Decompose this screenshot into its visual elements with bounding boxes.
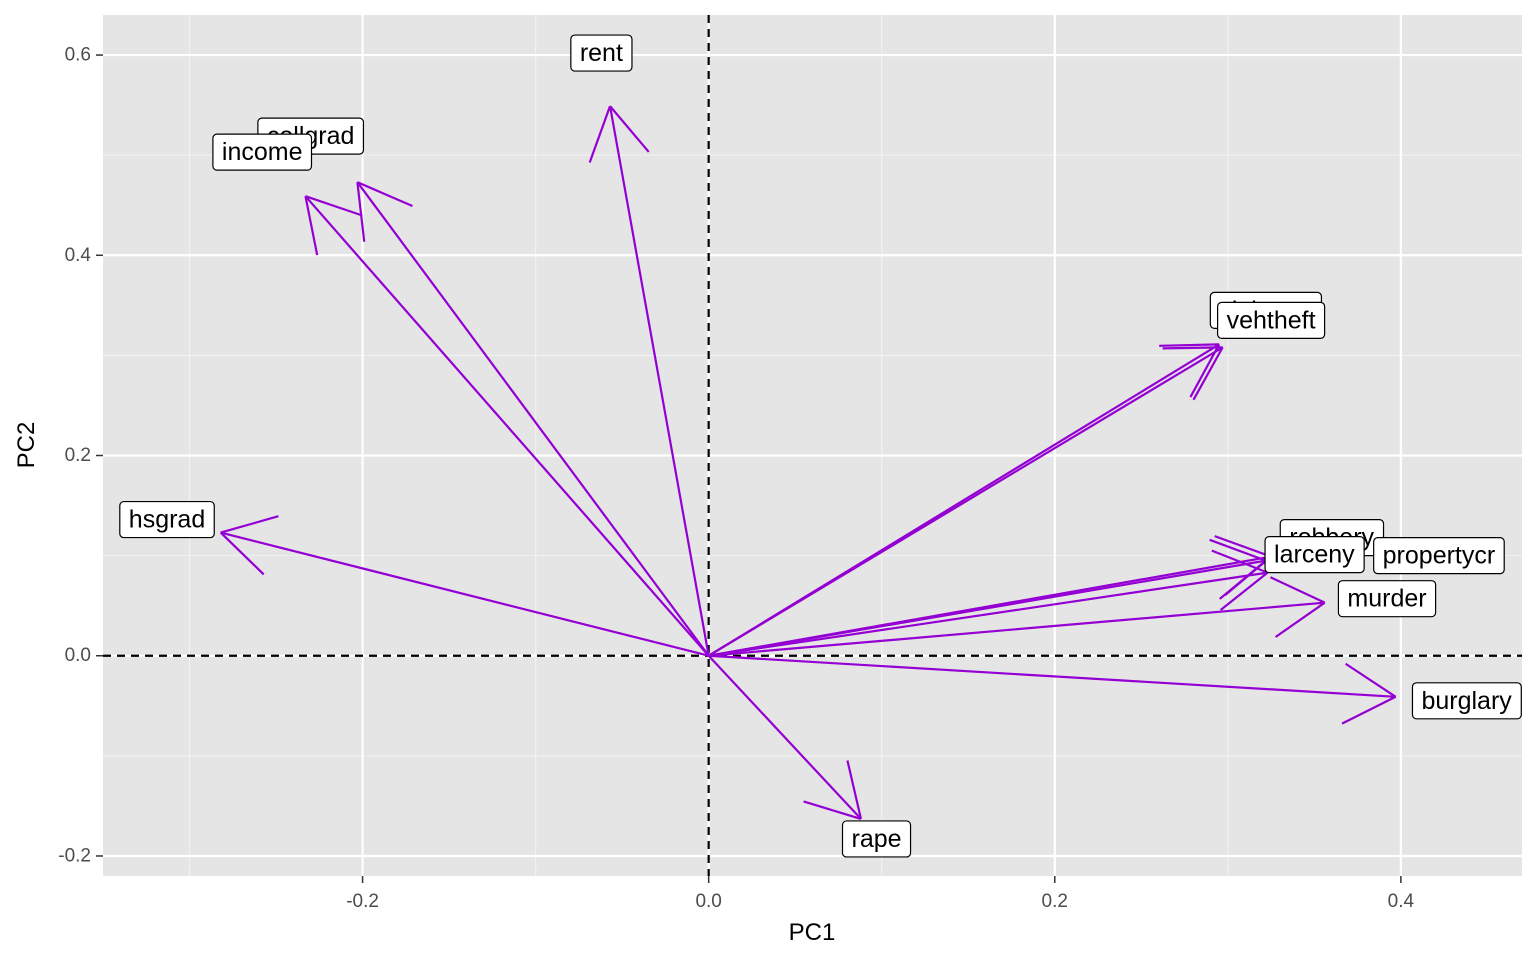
svg-text:larceny: larceny (1274, 541, 1355, 569)
label-burglary: burglary (1411, 682, 1522, 720)
x-tick-label: 0.2 (1042, 891, 1068, 912)
vector-hsgrad (219, 515, 709, 657)
loading-vectors (219, 105, 1397, 820)
y-tick-label: 0.6 (65, 45, 91, 66)
label-rent: rent (570, 34, 633, 72)
label-vehtheft: vehtheft (1217, 301, 1326, 339)
svg-text:rent: rent (580, 39, 623, 67)
svg-text:income: income (222, 138, 303, 166)
label-hsgrad: hsgrad (119, 500, 215, 539)
vector-murder (708, 576, 1326, 657)
vector-propertycr (708, 549, 1269, 657)
vector-collgrad (356, 181, 710, 657)
label-murder: murder (1337, 580, 1437, 618)
vector-rape (707, 654, 863, 820)
svg-text:burglary: burglary (1421, 687, 1512, 715)
svg-text:rape: rape (852, 825, 902, 853)
x-tick-label: 0.0 (695, 891, 721, 912)
label-larceny: larceny (1264, 536, 1365, 574)
y-axis: -0.2 0.0 0.2 0.4 0.6 (58, 45, 103, 866)
y-tick-label: 0.0 (65, 645, 91, 666)
vector-vehtheft (708, 346, 1224, 657)
y-tick-label: 0.2 (65, 445, 91, 466)
x-axis-title: PC1 (789, 919, 836, 946)
svg-text:vehtheft: vehtheft (1227, 306, 1316, 334)
svg-text:hsgrad: hsgrad (129, 506, 205, 534)
vector-burglary (708, 654, 1397, 725)
label-income: income (212, 133, 313, 171)
label-propertycr: propertycr (1373, 537, 1505, 575)
reference-lines (103, 15, 1522, 876)
y-axis-title: PC2 (13, 422, 40, 469)
svg-text:murder: murder (1347, 585, 1426, 613)
variable-labels: violentcrvehtheftrobberypropertycrcollgr… (119, 34, 1522, 858)
label-rape: rape (841, 820, 912, 858)
vector-larceny (708, 538, 1267, 657)
vector-income (304, 195, 710, 657)
y-tick-label: -0.2 (58, 845, 91, 866)
plot-panel (103, 15, 1522, 876)
x-tick-label: -0.2 (346, 891, 379, 912)
svg-text:propertycr: propertycr (1383, 542, 1496, 570)
vector-rent (588, 105, 710, 656)
x-tick-label: 0.4 (1388, 891, 1415, 912)
x-axis: -0.2 0.0 0.2 0.4 (346, 876, 1415, 912)
y-tick-label: 0.4 (65, 245, 92, 266)
